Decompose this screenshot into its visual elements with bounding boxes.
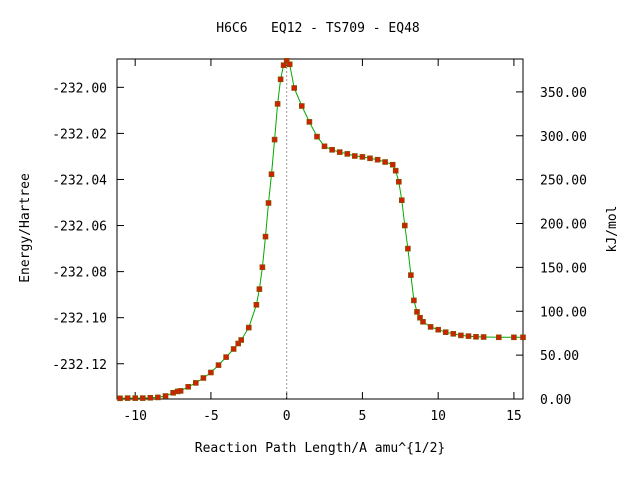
data-point: [200, 375, 207, 381]
data-point: [155, 394, 161, 401]
data-point: [321, 143, 328, 150]
data-point: [359, 154, 366, 160]
data-point: [238, 337, 244, 343]
x-tick-label: -10: [123, 409, 146, 424]
data-point: [435, 326, 442, 333]
data-point: [450, 330, 457, 337]
y2-tick-label: 300.00: [540, 130, 587, 145]
chart-title: H6C6 EQ12 - TS709 - EQ48: [216, 21, 420, 36]
data-point: [162, 393, 169, 399]
data-point: [344, 151, 351, 157]
data-point: [401, 222, 408, 229]
data-point: [511, 334, 517, 341]
y-tick-label: -232.12: [52, 358, 107, 373]
data-point: [262, 233, 269, 240]
data-point: [336, 149, 343, 155]
y-tick-label: -232.00: [52, 81, 107, 96]
y2-tick-label: 350.00: [540, 86, 587, 101]
data-point: [374, 156, 381, 163]
data-point: [117, 395, 123, 402]
y2-tick-label: 100.00: [540, 305, 587, 320]
y-tick-label: -232.08: [52, 266, 107, 281]
data-point: [351, 153, 358, 159]
data-point: [414, 309, 420, 315]
y2-tick-label: 200.00: [540, 218, 587, 233]
data-point: [193, 380, 199, 386]
data-point: [140, 395, 146, 401]
x-tick-label: -5: [203, 409, 219, 424]
data-point: [256, 286, 263, 292]
y2-tick-label: 0.00: [540, 393, 571, 408]
data-point: [306, 119, 313, 125]
data-point: [283, 57, 290, 64]
x-axis-label: Reaction Path Length/A amu^{1/2}: [195, 441, 445, 456]
data-point: [520, 334, 526, 341]
data-point: [280, 62, 287, 69]
x-tick-label: 0: [283, 409, 291, 424]
data-point: [458, 332, 464, 339]
data-point: [253, 301, 260, 308]
data-point: [246, 324, 252, 331]
data-point: [271, 136, 278, 143]
y2-tick-label: 250.00: [540, 174, 587, 189]
data-point: [395, 179, 402, 185]
x-tick-label: 5: [359, 409, 367, 424]
data-point: [215, 362, 222, 368]
data-point: [398, 197, 405, 203]
data-point: [495, 334, 502, 341]
data-point: [185, 383, 191, 390]
data-point: [208, 369, 214, 376]
data-point: [480, 334, 487, 340]
plot-area: -10 -5 0 5 10 15 -232.00 -232.02 -232.04 -232.06 -…: [52, 57, 587, 424]
data-point: [147, 394, 154, 401]
data-point: [420, 318, 426, 325]
data-point: [235, 340, 241, 347]
data-point: [389, 161, 396, 168]
data-point: [291, 85, 298, 91]
data-point: [405, 245, 411, 252]
y-tick-label: -232.06: [52, 220, 107, 235]
data-point: [223, 354, 229, 360]
y-tick-label: -232.02: [52, 127, 107, 142]
data-point: [408, 272, 414, 278]
data-point: [286, 61, 293, 68]
data-point: [132, 395, 138, 401]
series-line: [119, 59, 523, 399]
y2-axis-label: kJ/mol: [605, 206, 620, 253]
data-point: [382, 159, 388, 165]
data-point: [367, 155, 373, 162]
data-point: [314, 133, 320, 140]
data-point: [411, 297, 417, 304]
data-point: [465, 333, 472, 339]
x-tick-label: 10: [430, 409, 446, 424]
y-axis-label: Energy/Hartree: [18, 173, 33, 283]
data-point: [277, 76, 284, 83]
data-point: [230, 346, 237, 352]
data-point: [259, 264, 266, 271]
data-point: [427, 324, 434, 330]
data-point: [392, 167, 399, 174]
y-tick-label: -232.04: [52, 173, 107, 188]
plot-frame: [116, 58, 524, 400]
data-point: [268, 171, 275, 177]
data-point: [442, 329, 449, 336]
y2-tick-label: 150.00: [540, 261, 587, 276]
data-point: [265, 200, 272, 206]
data-point: [298, 103, 305, 109]
y2-tick-label: 50.00: [540, 349, 579, 364]
data-point: [124, 395, 131, 401]
data-point: [177, 388, 184, 394]
data-point: [473, 333, 479, 340]
data-point: [417, 314, 423, 321]
x-tick-label: 15: [506, 409, 522, 424]
y-tick-label: -232.10: [52, 312, 107, 327]
data-point: [329, 147, 335, 153]
data-point: [274, 101, 281, 107]
